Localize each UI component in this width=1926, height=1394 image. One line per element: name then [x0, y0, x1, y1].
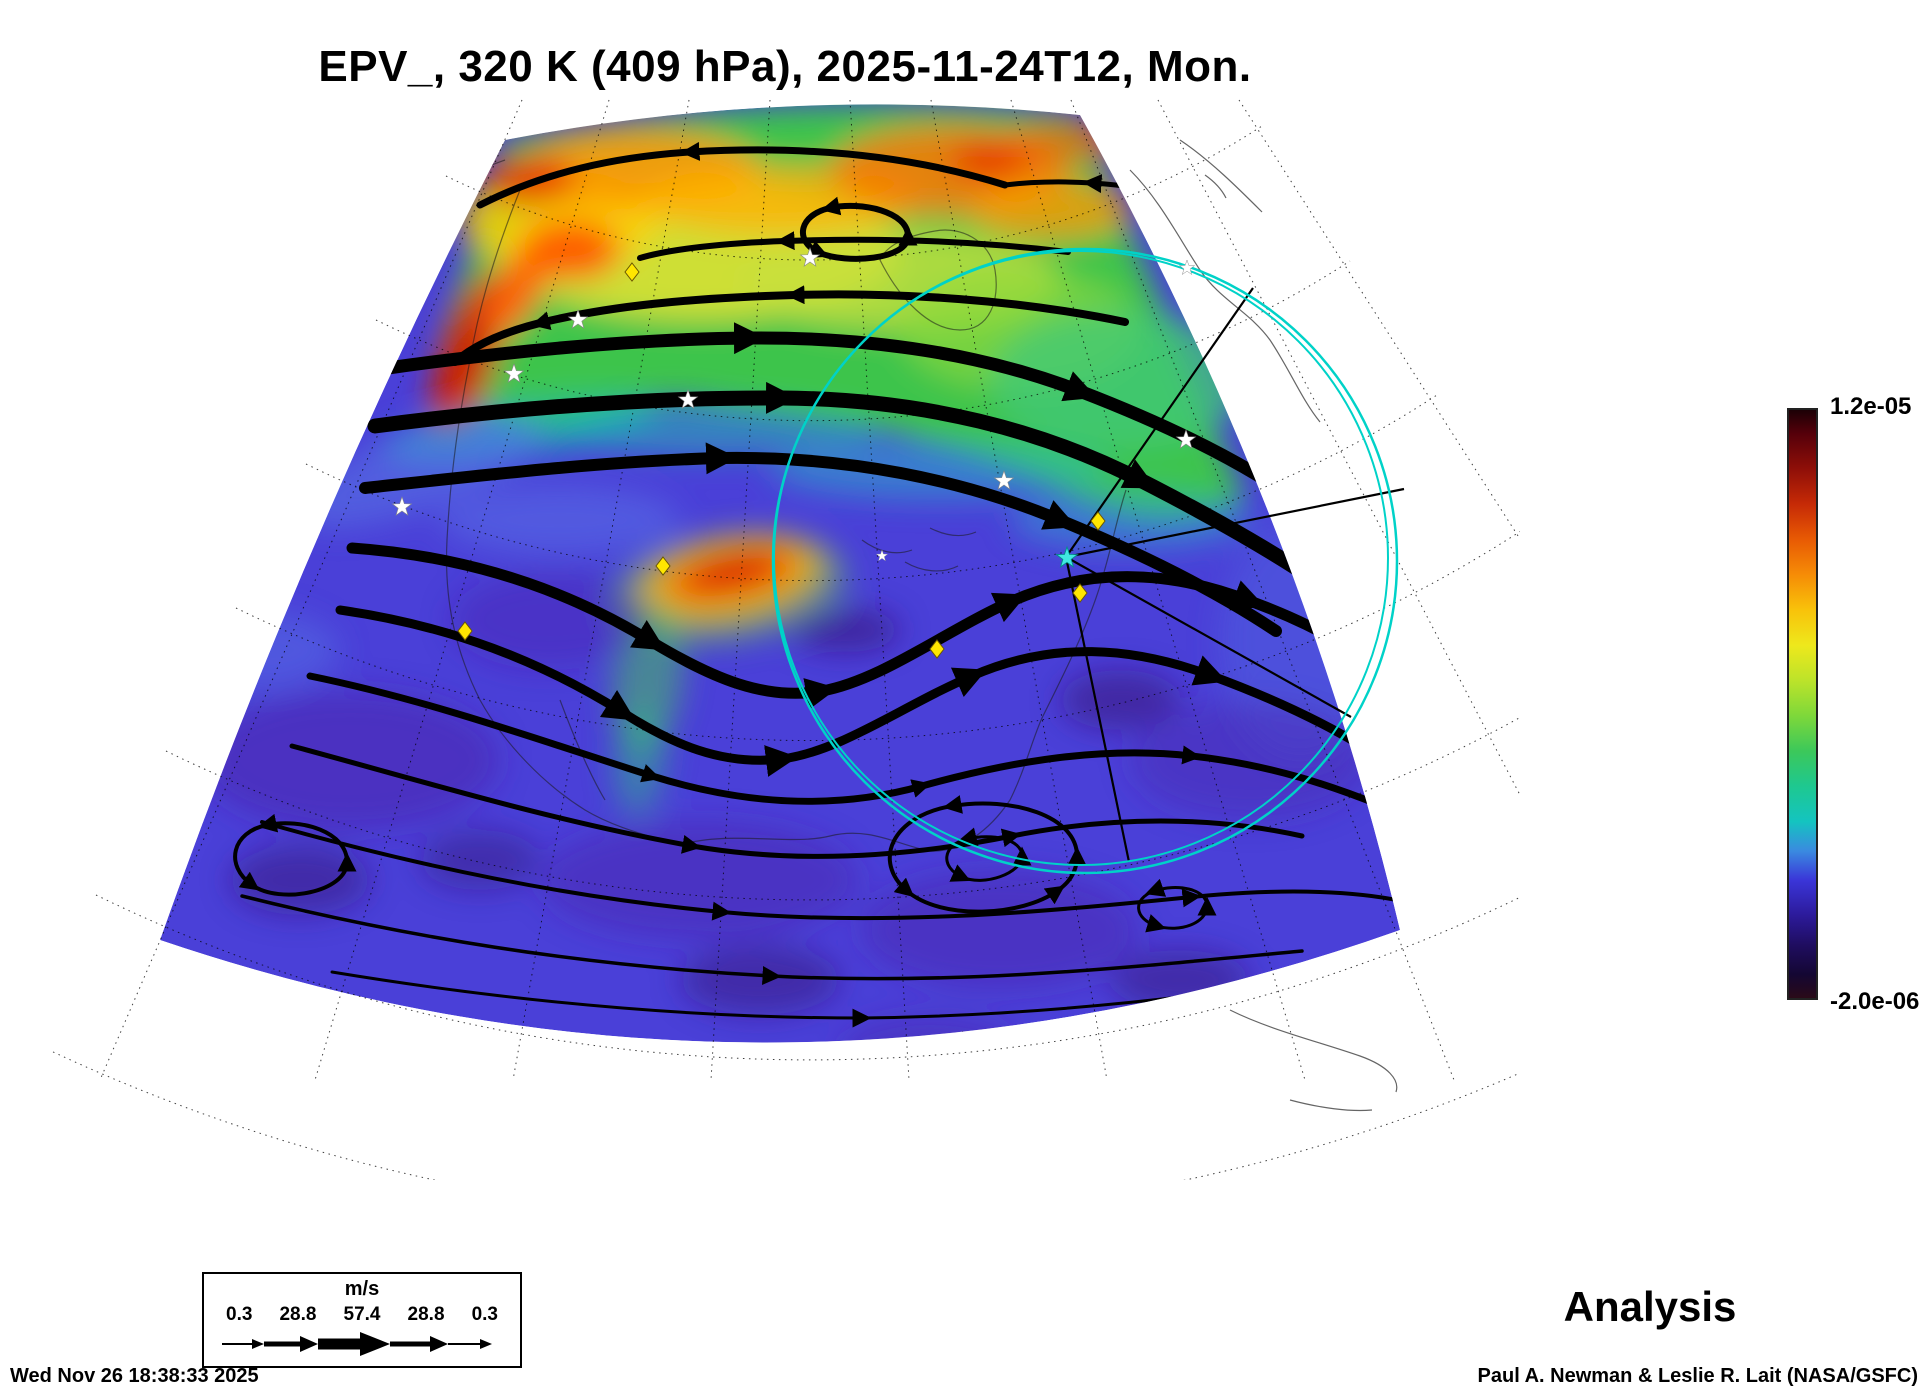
colorbar-min-label: -2.0e-06	[1830, 988, 1920, 1015]
wind-legend-values: 0.3 28.8 57.4 28.8 0.3	[204, 1304, 520, 1326]
streamlines	[233, 141, 1400, 1043]
analysis-label: Analysis	[1563, 1283, 1737, 1330]
wind-legend-value: 0.3	[471, 1304, 498, 1325]
margin-coastlines	[1129, 139, 1398, 1112]
colorbar-max-label: 1.2e-05	[1830, 393, 1912, 420]
wind-speed-legend: m/s 0.3 28.8 57.4 28.8 0.3	[202, 1272, 522, 1368]
trajectory-lines	[1064, 287, 1405, 863]
wind-legend-value: 57.4	[343, 1304, 381, 1325]
range-circle	[771, 247, 1399, 875]
credit-text: Paul A. Newman & Leslie R. Lait (NASA/GS…	[1477, 1365, 1918, 1387]
wind-legend-value: 28.8	[407, 1304, 445, 1325]
plot-title: EPV_, 320 K (409 hPa), 2025-11-24T12, Mo…	[318, 42, 1252, 91]
wind-legend-value: 28.8	[279, 1304, 317, 1325]
generation-timestamp: Wed Nov 26 18:38:33 2025	[10, 1365, 259, 1387]
wind-arrow-scale-icon	[222, 1332, 492, 1356]
wind-legend-value: 0.3	[226, 1304, 253, 1325]
wind-legend-units: m/s	[344, 1278, 380, 1300]
colorbar	[1787, 408, 1818, 1000]
